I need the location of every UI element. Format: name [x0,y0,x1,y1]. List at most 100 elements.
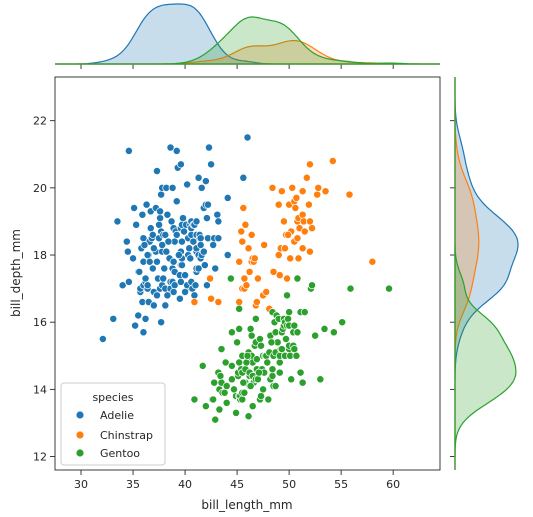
point-adelie [196,240,205,249]
point-adelie [168,183,177,192]
point-chinstrap [292,193,301,202]
point-adelie [176,277,185,286]
point-gentoo [235,324,244,333]
point-chinstrap [288,183,297,192]
point-adelie [98,335,107,343]
point-adelie [138,210,147,219]
point-adelie [197,183,206,192]
point-adelie [223,251,232,259]
point-adelie [153,291,161,300]
point-adelie [201,177,210,186]
point-chinstrap [328,157,337,165]
point-adelie [190,291,199,300]
point-adelie [243,133,252,142]
point-chinstrap [239,204,248,212]
point-gentoo [238,395,247,404]
point-chinstrap [291,204,300,212]
point-adelie [181,288,190,296]
point-gentoo [220,388,229,397]
point-adelie [205,143,213,152]
point-gentoo [244,412,253,421]
point-gentoo [201,402,210,411]
x-tick-label: 35 [126,478,140,491]
point-adelie [163,210,172,219]
point-gentoo [230,385,238,394]
point-adelie [141,274,150,283]
x-tick-label: 60 [386,478,400,491]
point-gentoo [252,355,261,364]
point-adelie [177,261,186,270]
point-chinstrap [242,281,251,290]
point-gentoo [254,368,263,377]
point-adelie [213,210,222,219]
point-chinstrap [262,288,271,296]
point-gentoo [235,358,244,367]
point-adelie [199,247,208,256]
point-gentoo [346,284,355,293]
point-gentoo [296,368,305,377]
point-adelie [162,247,171,256]
point-adelie [209,240,218,249]
point-gentoo [222,398,231,407]
point-chinstrap [308,224,316,233]
point-adelie [158,240,167,249]
point-adelie [143,251,152,259]
point-adelie [172,230,181,239]
point-adelie [129,254,137,263]
point-adelie [207,160,216,169]
x-tick-label: 45 [230,478,244,491]
point-adelie [149,301,158,310]
point-gentoo [198,361,207,370]
point-gentoo [300,308,309,317]
point-gentoo [253,375,262,384]
point-adelie [239,173,248,182]
top-marginal-kde [55,3,440,69]
point-gentoo [246,324,255,333]
y-tick-label: 22 [33,115,47,128]
point-chinstrap [305,217,314,226]
right-marginal-kde [450,77,519,470]
point-gentoo [257,392,265,401]
point-adelie [156,207,165,216]
legend: species Adelie Chinstrap Gentoo [60,382,166,466]
point-adelie [223,193,232,202]
point-adelie [180,227,188,236]
point-chinstrap [345,190,354,199]
point-adelie [161,230,170,239]
legend-label-gentoo: Gentoo [100,447,140,460]
point-chinstrap [247,230,256,239]
point-chinstrap [304,200,313,209]
x-tick-label: 30 [74,478,88,491]
point-gentoo [240,388,249,397]
point-adelie [130,204,139,212]
point-gentoo [217,345,226,354]
point-gentoo [308,281,316,290]
point-chinstrap [368,257,377,266]
x-tick-label: 50 [282,478,296,491]
point-chinstrap [277,187,286,196]
y-axis-ticks: 12 14 16 18 20 22 [33,115,55,464]
point-chinstrap [313,190,322,199]
y-tick-label: 12 [33,451,47,464]
point-chinstrap [253,274,262,283]
point-gentoo [209,395,218,404]
point-gentoo [211,415,220,424]
point-gentoo [263,358,272,367]
point-gentoo [285,308,294,317]
point-adelie [155,220,164,229]
point-adelie [153,167,161,176]
point-adelie [192,217,201,226]
x-tick-label: 40 [178,478,192,491]
point-gentoo [293,328,302,337]
x-axis-ticks: 30 35 40 45 50 55 60 [74,470,400,491]
point-gentoo [298,378,307,387]
point-chinstrap [321,187,330,196]
point-chinstrap [302,173,311,182]
x-axis-label: bill_length_mm [201,498,292,512]
point-gentoo [320,324,329,333]
point-adelie [174,251,183,259]
point-adelie [164,237,173,246]
point-adelie [131,321,140,330]
point-chinstrap [300,227,309,236]
point-gentoo [226,274,235,283]
